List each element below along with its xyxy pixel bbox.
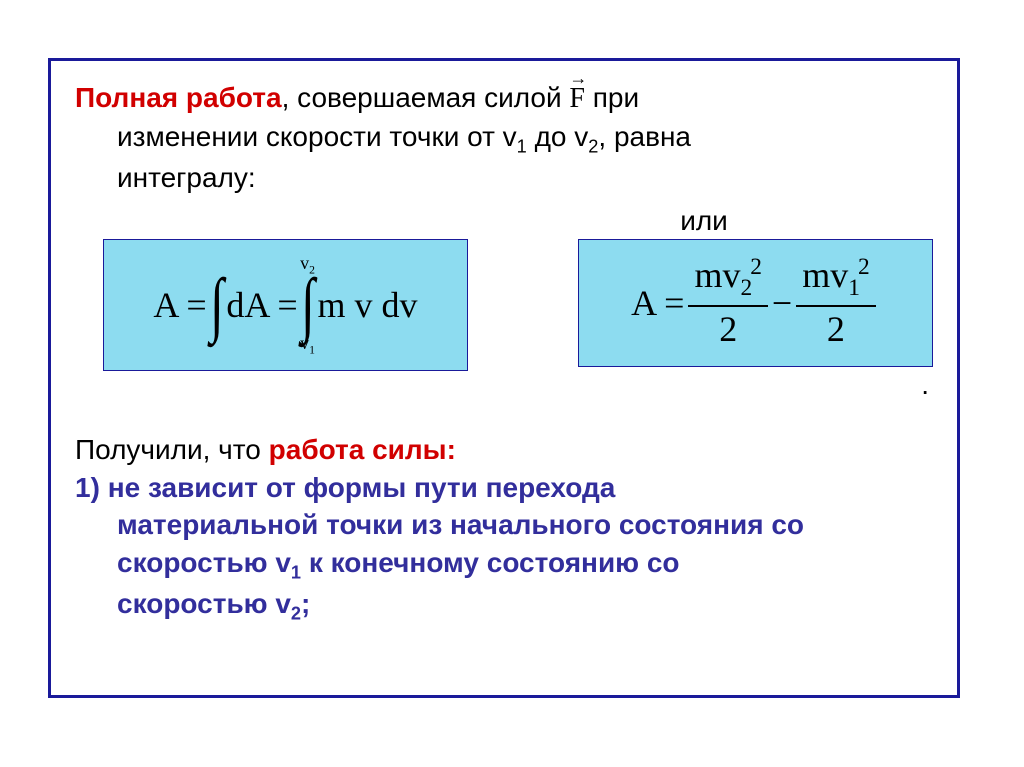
list-number: 1) bbox=[75, 472, 108, 503]
paragraph-1: Полная работа, совершаемая силой →F при bbox=[75, 79, 933, 118]
minus-sign: − bbox=[772, 282, 792, 324]
integral-1: ∫ bbox=[207, 258, 227, 352]
formula-kinetic: A = mv22 2 − mv12 2 bbox=[578, 239, 933, 367]
vector-F: →F bbox=[569, 80, 585, 118]
trailing-period: . bbox=[75, 369, 929, 401]
paragraph-2: Получили, что работа силы: bbox=[75, 431, 933, 469]
integral-2: v2 ∫ v1 bbox=[298, 254, 318, 356]
content-frame: Полная работа, совершаемая силой →F при … bbox=[48, 58, 960, 698]
text: до v bbox=[527, 121, 588, 152]
paragraph-1-line2: изменении скорости точки от v1 до v2, ра… bbox=[117, 118, 933, 159]
subscript: 2 bbox=[588, 136, 598, 156]
denominator: 2 bbox=[827, 307, 845, 350]
subscript: 1 bbox=[291, 563, 301, 583]
list-item-1-line1: 1) не зависит от формы пути перехода bbox=[75, 469, 933, 507]
denominator: 2 bbox=[719, 307, 737, 350]
text: , совершаемая силой bbox=[282, 82, 570, 113]
fraction-2: mv12 2 bbox=[796, 255, 875, 350]
eq-lhs: A = bbox=[631, 282, 684, 324]
list-item-1-line4: скоростью v2; bbox=[117, 585, 933, 626]
text: интегралу: bbox=[117, 162, 256, 193]
formula-integral: A = ∫ dA = v2 ∫ v1 m v dv bbox=[103, 239, 468, 371]
integral-sign: ∫ bbox=[301, 276, 315, 334]
paragraph-1-line3: интегралу: bbox=[117, 159, 933, 197]
numerator: mv22 bbox=[688, 255, 767, 307]
text: ; bbox=[301, 588, 310, 619]
text: скоростью v bbox=[117, 588, 291, 619]
text: не зависит от формы пути перехода bbox=[108, 472, 616, 503]
numerator: mv12 bbox=[796, 255, 875, 307]
bold-term: Полная работа bbox=[75, 82, 282, 113]
subscript: 1 bbox=[517, 136, 527, 156]
integrand-1: dA = bbox=[226, 284, 297, 326]
text: при bbox=[585, 82, 639, 113]
text: Получили, что bbox=[75, 434, 269, 465]
eq-lhs: A = bbox=[153, 284, 206, 326]
text: скоростью v bbox=[117, 547, 291, 578]
text: к конечному состоянию со bbox=[301, 547, 680, 578]
text: , равна bbox=[598, 121, 691, 152]
subscript: 2 bbox=[291, 604, 301, 624]
bold-term: работа силы: bbox=[269, 434, 456, 465]
text: изменении скорости точки от v bbox=[117, 121, 517, 152]
vector-arrow: → bbox=[569, 66, 587, 90]
list-item-1-line3: скоростью v1 к конечному состоянию со bbox=[117, 544, 933, 585]
formula-row: A = ∫ dA = v2 ∫ v1 m v dv A = mv22 2 − bbox=[103, 239, 933, 371]
integral-sign: ∫ bbox=[210, 276, 224, 334]
fraction-1: mv22 2 bbox=[688, 255, 767, 350]
integrand-2: m v dv bbox=[317, 284, 417, 326]
spacer bbox=[75, 401, 933, 431]
list-item-1-line2: материальной точки из начального состоян… bbox=[117, 506, 933, 544]
or-label: или bbox=[475, 205, 933, 237]
text: материальной точки из начального состоян… bbox=[117, 509, 804, 540]
